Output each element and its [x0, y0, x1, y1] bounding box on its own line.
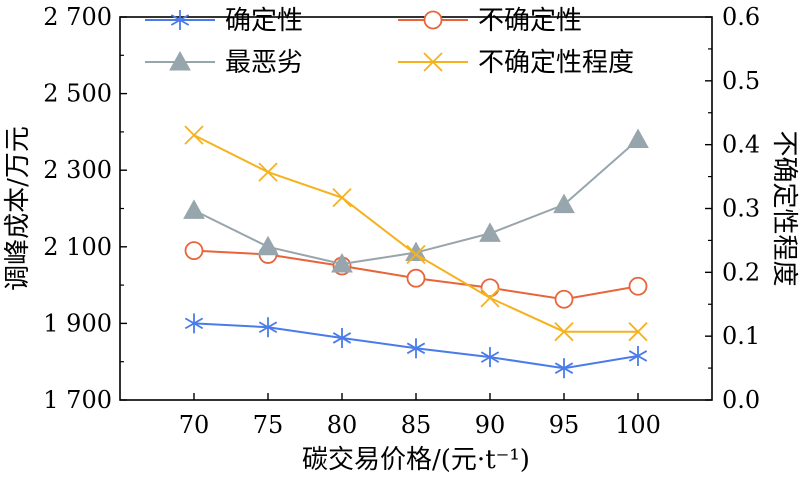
data-point-series-2: [331, 253, 353, 273]
y-left-tick-label: 1 900: [43, 309, 112, 337]
y-right-tick-label: 0.4: [722, 131, 760, 159]
legend-marker: [423, 52, 443, 72]
legend-label: 不确定性: [478, 6, 582, 36]
data-point-series-1: [184, 241, 204, 261]
x-tick-label: 85: [401, 411, 432, 439]
data-point-series-1: [554, 289, 574, 309]
y-right-tick-label: 0.2: [722, 258, 760, 286]
legend-label: 不确定性程度: [478, 48, 634, 78]
x-axis-title: 碳交易价格/(元·t⁻¹): [302, 445, 530, 475]
data-point-series-0: [480, 347, 500, 368]
x-tick-label: 70: [179, 411, 210, 439]
legend-marker: [169, 50, 191, 71]
x-tick-label: 100: [615, 411, 661, 439]
data-point-series-3: [258, 162, 278, 182]
legend-label: 确定性: [225, 6, 303, 36]
legend-label: 最恶劣: [225, 48, 303, 78]
legend-marker: [423, 10, 443, 30]
y-left-tick-label: 1 700: [43, 386, 112, 414]
y-right-tick-label: 0.0: [722, 386, 760, 414]
x-tick-label: 80: [327, 411, 358, 439]
data-point-series-3: [332, 188, 352, 208]
y-left-tick-label: 2 500: [43, 80, 112, 108]
data-point-series-0: [332, 327, 352, 348]
data-point-series-2: [183, 199, 205, 219]
y-left-axis-title: 调峰成本/万元: [3, 126, 33, 291]
y-right-tick-label: 0.3: [722, 195, 760, 223]
data-point-series-2: [479, 222, 501, 242]
y-left-tick-label: 2 700: [43, 3, 112, 31]
y-right-tick-label: 0.1: [722, 322, 760, 350]
x-tick-label: 90: [475, 411, 506, 439]
data-point-series-2: [627, 128, 649, 149]
data-point-series-2: [257, 235, 279, 256]
x-tick-label: 95: [549, 411, 580, 439]
x-tick-label: 75: [253, 411, 284, 439]
data-point-series-3: [480, 288, 500, 308]
data-point-series-0: [628, 345, 648, 366]
data-point-series-0: [406, 338, 426, 359]
y-right-tick-label: 0.5: [722, 67, 760, 95]
data-point-series-0: [554, 358, 574, 379]
data-point-series-3: [554, 322, 574, 342]
data-point-series-3: [184, 125, 204, 145]
data-point-series-3: [628, 322, 648, 342]
legend-marker: [170, 10, 190, 30]
data-point-series-3: [406, 244, 426, 265]
y-right-axis-title: 不确定性程度: [769, 130, 799, 286]
data-point-series-2: [553, 193, 575, 214]
y-left-tick-label: 2 300: [43, 156, 112, 184]
data-point-series-1: [628, 276, 648, 296]
y-right-tick-label: 0.6: [722, 3, 760, 31]
data-point-series-0: [184, 313, 204, 334]
data-point-series-1: [406, 268, 426, 288]
data-point-series-1: [480, 278, 500, 298]
y-left-tick-label: 2 100: [43, 233, 112, 261]
data-point-series-0: [258, 317, 278, 338]
